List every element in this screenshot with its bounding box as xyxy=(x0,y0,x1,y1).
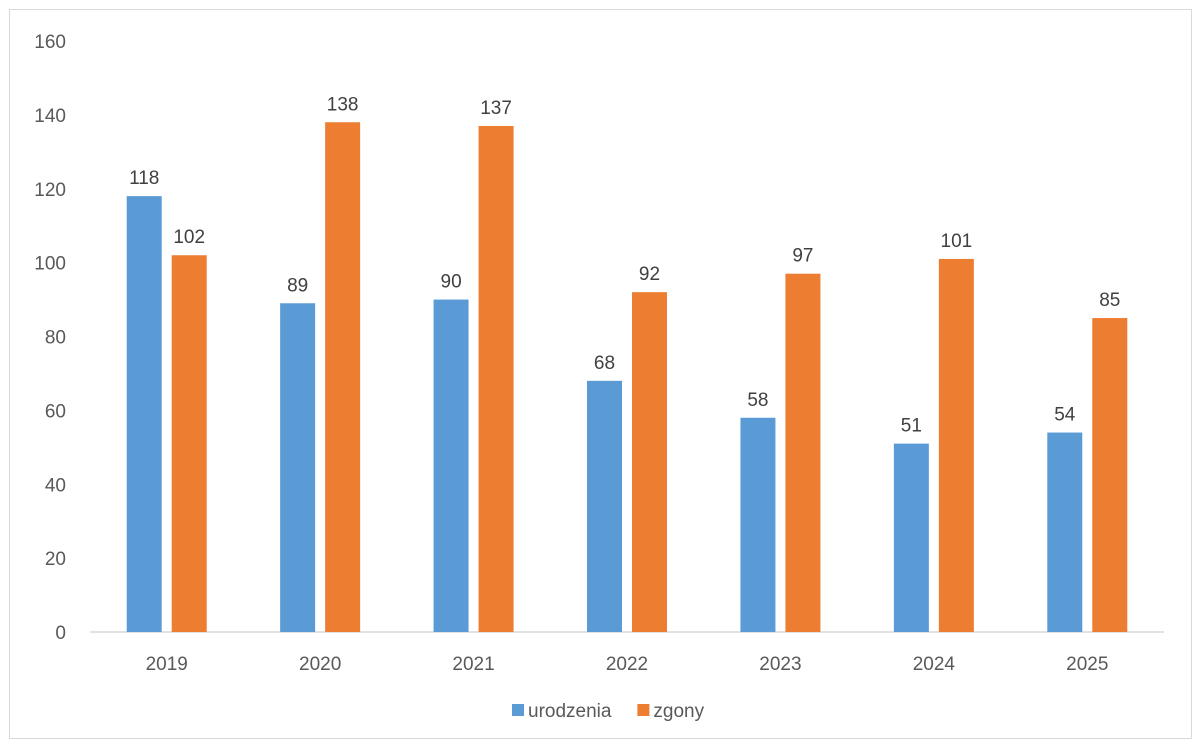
x-tick-label: 2023 xyxy=(759,654,801,675)
data-label-urodzenia-2020: 89 xyxy=(287,275,308,296)
data-label-urodzenia-2023: 58 xyxy=(747,390,768,411)
bar-zgony-2025 xyxy=(1092,318,1128,632)
bars: 118 102 89 138 90 137 68 92 58 97 51 101 54 85 xyxy=(126,94,1128,633)
data-label-urodzenia-2022: 68 xyxy=(594,353,615,374)
bar-urodzenia-2023 xyxy=(740,417,776,632)
legend: urodzenia zgony xyxy=(512,701,705,722)
bar-zgony-2022 xyxy=(632,292,667,632)
legend-swatch-zgony xyxy=(637,704,650,716)
y-tick-label: 120 xyxy=(34,180,66,201)
y-tick-label: 100 xyxy=(34,254,66,275)
bar-zgony-2023 xyxy=(785,273,821,632)
bar-zgony-2021 xyxy=(478,125,514,633)
bar-urodzenia-2021 xyxy=(433,299,469,632)
legend-label-urodzenia: urodzenia xyxy=(528,701,612,722)
bar-zgony-2024 xyxy=(938,258,974,632)
data-label-zgony-2020: 138 xyxy=(327,94,359,115)
data-label-zgony-2022: 92 xyxy=(639,264,660,285)
bar-urodzenia-2019 xyxy=(126,196,162,632)
x-tick-label: 2020 xyxy=(299,654,341,675)
x-tick-label: 2025 xyxy=(1066,654,1108,675)
bar-urodzenia-2020 xyxy=(280,303,316,632)
data-label-zgony-2023: 97 xyxy=(792,246,813,267)
legend-swatch-urodzenia xyxy=(512,704,524,716)
bar-urodzenia-2024 xyxy=(893,443,929,632)
y-tick-label: 0 xyxy=(55,623,66,644)
y-tick-label: 140 xyxy=(34,106,66,127)
x-tick-label: 2019 xyxy=(146,654,188,675)
data-label-zgony-2024: 101 xyxy=(941,231,973,252)
y-axis-ticks: 0 20 40 60 80 100 120 140 160 xyxy=(34,32,66,644)
data-label-urodzenia-2024: 51 xyxy=(901,416,922,437)
y-tick-label: 60 xyxy=(45,401,66,422)
data-label-zgony-2019: 102 xyxy=(173,227,205,248)
data-label-urodzenia-2025: 54 xyxy=(1054,405,1076,426)
x-axis-ticks: 2019 2020 2021 2022 2023 2024 2025 xyxy=(146,654,1109,675)
x-tick-label: 2021 xyxy=(452,654,494,675)
bar-zgony-2019 xyxy=(171,255,207,633)
x-tick-label: 2024 xyxy=(913,654,956,675)
bar-urodzenia-2025 xyxy=(1047,432,1083,632)
data-label-urodzenia-2021: 90 xyxy=(441,272,462,293)
x-tick-label: 2022 xyxy=(606,654,648,675)
data-label-urodzenia-2019: 118 xyxy=(129,168,159,189)
y-tick-label: 160 xyxy=(34,32,66,53)
data-label-zgony-2021: 137 xyxy=(480,98,512,119)
y-tick-label: 80 xyxy=(45,328,66,349)
y-tick-label: 20 xyxy=(45,549,66,570)
legend-label-zgony: zgony xyxy=(653,701,704,722)
bar-urodzenia-2022 xyxy=(587,380,622,632)
data-label-zgony-2025: 85 xyxy=(1099,290,1120,311)
y-tick-label: 40 xyxy=(45,475,66,496)
bar-zgony-2020 xyxy=(325,122,361,632)
